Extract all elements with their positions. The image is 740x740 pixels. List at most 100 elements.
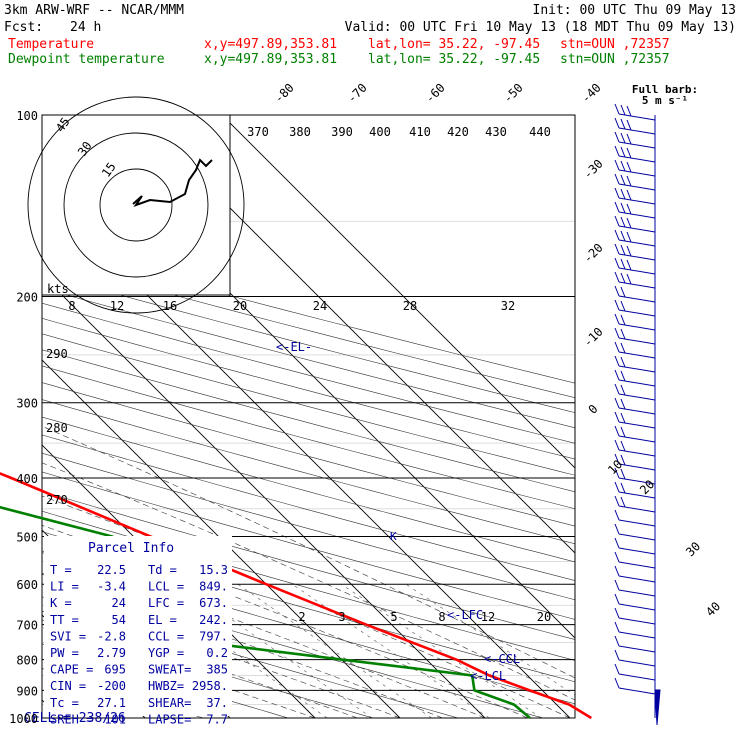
hodograph-ring-label: 15 bbox=[99, 160, 119, 180]
barb-flag bbox=[614, 187, 620, 199]
pressure-label: 800 bbox=[16, 654, 38, 668]
wind-barb bbox=[614, 285, 656, 303]
barb-staff bbox=[618, 631, 656, 639]
hodograph-units: kts bbox=[47, 282, 69, 296]
parcel-key: SVI = bbox=[50, 629, 86, 643]
wind-barb bbox=[614, 243, 656, 261]
pressure-label: 1000 bbox=[9, 712, 38, 726]
barb-flag bbox=[626, 217, 632, 229]
parcel-key-2: Td = bbox=[148, 563, 177, 577]
speed-tick-label: 16 bbox=[163, 299, 177, 313]
mixing-ratio-label: 3 bbox=[338, 610, 345, 624]
barb-flag bbox=[626, 161, 632, 173]
barb-flag bbox=[620, 104, 626, 116]
speed-tick-label: 20 bbox=[233, 299, 247, 313]
temp-legend-xy: x,y=497.89,353.81 bbox=[204, 37, 337, 52]
isotherm-label: 10 bbox=[605, 457, 625, 477]
theta-label: 400 bbox=[369, 125, 391, 139]
barb-flag bbox=[620, 384, 626, 396]
barb-flag bbox=[626, 231, 632, 243]
temperature-trace bbox=[0, 472, 592, 720]
barb-flag bbox=[620, 328, 626, 340]
barb-flag bbox=[614, 439, 620, 451]
barb-staff bbox=[618, 645, 656, 653]
barb-flag bbox=[614, 579, 620, 591]
barb-flag bbox=[620, 496, 626, 508]
barb-flag bbox=[626, 203, 632, 215]
barb-flag bbox=[620, 482, 626, 494]
theta-side-label: 290 bbox=[46, 347, 68, 361]
barb-staff bbox=[618, 561, 656, 569]
barb-flag bbox=[620, 216, 626, 228]
barb-flag bbox=[614, 481, 620, 493]
barb-staff bbox=[618, 505, 656, 513]
barb-flag bbox=[620, 342, 626, 354]
barb-flag bbox=[620, 398, 626, 410]
full-barb-label: Full barb: bbox=[632, 83, 698, 96]
parcel-value-2: 37. bbox=[206, 696, 228, 710]
isotherm-label: 30 bbox=[683, 539, 703, 559]
barb-flag bbox=[620, 370, 626, 382]
pressure-label: 600 bbox=[16, 578, 38, 592]
parcel-key-2: SWEAT= bbox=[148, 663, 191, 677]
barb-staff bbox=[618, 603, 656, 611]
theta-label: 420 bbox=[447, 125, 469, 139]
barb-flag bbox=[626, 147, 632, 159]
isotherm-label: -50 bbox=[501, 81, 526, 106]
parcel-key-2: CCL = bbox=[148, 629, 184, 643]
parcel-value-2: 242. bbox=[199, 613, 228, 627]
barb-flag bbox=[614, 523, 620, 535]
parcel-cell: CELL = 238/26 bbox=[24, 711, 126, 726]
isotherm-label: -80 bbox=[272, 81, 297, 106]
wind-barb bbox=[614, 173, 656, 191]
barb-staff bbox=[618, 589, 656, 597]
init-time: Init: 00 UTC Thu 09 May 13 bbox=[533, 3, 737, 18]
barb-flag bbox=[614, 229, 620, 241]
dew-legend-latlon: lat,lon= 35.22, -97.45 bbox=[368, 52, 540, 67]
barb-flag bbox=[626, 189, 632, 201]
barb-flag bbox=[614, 677, 620, 689]
wind-barb bbox=[614, 159, 656, 177]
speed-tick-label: 24 bbox=[313, 299, 327, 313]
barb-staff bbox=[618, 169, 656, 177]
parcel-value-2: 385 bbox=[206, 663, 228, 677]
parcel-key-2: LCL = bbox=[148, 580, 184, 594]
dry-adiabat bbox=[42, 416, 575, 563]
speed-tick-label: 8 bbox=[68, 299, 75, 313]
parcel-value-2: 0.2 bbox=[206, 646, 228, 660]
barb-flag bbox=[626, 105, 632, 117]
barb-staff bbox=[618, 113, 656, 121]
diagram-grid bbox=[41, 114, 576, 719]
parcel-box bbox=[44, 536, 232, 716]
parcel-key: LI = bbox=[50, 580, 79, 594]
model-title: 3km ARW-WRF -- NCAR/MMM bbox=[4, 3, 184, 18]
barb-flag bbox=[620, 202, 626, 214]
dew-legend-name: Dewpoint temperature bbox=[8, 52, 165, 67]
lcl-text: LCL bbox=[484, 669, 506, 683]
parcel-title: Parcel Info bbox=[88, 541, 174, 556]
parcel-key-2: YGP = bbox=[148, 646, 184, 660]
temp-legend-name: Temperature bbox=[8, 37, 94, 52]
wind-barb bbox=[614, 341, 656, 359]
barb-staff bbox=[618, 295, 656, 303]
barb-flag bbox=[620, 174, 626, 186]
barb-flag bbox=[614, 145, 620, 157]
dry-adiabat bbox=[42, 349, 575, 493]
barb-flag bbox=[620, 468, 626, 480]
barb-flag bbox=[614, 271, 620, 283]
temp-legend-stn: stn=OUN ,72357 bbox=[560, 37, 670, 52]
mixing-ratio-label: 12 bbox=[481, 610, 495, 624]
temp-legend-latlon: lat,lon= 35.22, -97.45 bbox=[368, 37, 540, 52]
wind-barb bbox=[614, 495, 656, 513]
barb-flag bbox=[614, 649, 620, 661]
barb-flag bbox=[620, 412, 626, 424]
barb-flag bbox=[620, 132, 626, 144]
barb-flag bbox=[614, 313, 620, 325]
parcel-key-2: LAPSE= bbox=[148, 712, 191, 726]
wind-barb bbox=[614, 201, 656, 219]
barb-flag bbox=[620, 258, 626, 270]
barb-flag bbox=[620, 454, 626, 466]
parcel-key-2: LFC = bbox=[148, 596, 184, 610]
parcel-value-2: 797. bbox=[199, 629, 228, 643]
barb-staff bbox=[618, 281, 656, 289]
